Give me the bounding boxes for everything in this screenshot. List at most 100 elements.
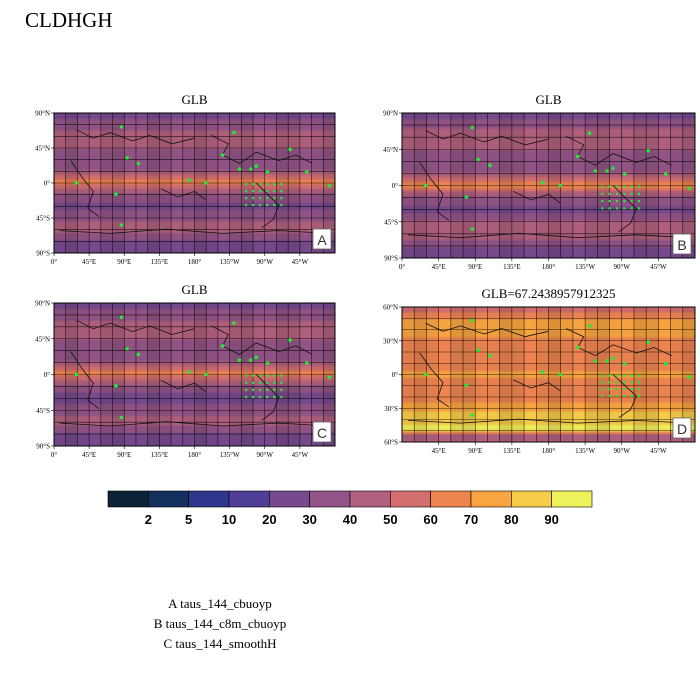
x-tick-label: 135°E (503, 263, 521, 271)
station-marker (615, 394, 619, 397)
station-marker (252, 183, 255, 186)
x-tick-label: 0° (399, 263, 406, 271)
station-marker (266, 183, 269, 186)
station-marker (558, 183, 563, 188)
station-marker (615, 374, 619, 377)
station-marker (266, 374, 269, 377)
x-tick-label: 45°W (650, 447, 667, 455)
x-tick-label: 90°W (614, 263, 631, 271)
station-marker (608, 374, 611, 377)
station-marker (125, 346, 129, 351)
station-marker (608, 388, 611, 391)
station-marker (252, 190, 255, 193)
x-tick-label: 45°E (432, 263, 446, 271)
station-marker (266, 197, 269, 200)
station-marker (623, 185, 626, 188)
station-marker (637, 207, 641, 210)
y-tick-label: 30°S (384, 405, 398, 413)
station-marker (464, 195, 469, 199)
station-marker (327, 375, 332, 380)
station-marker (601, 207, 604, 210)
station-marker (136, 352, 141, 357)
y-tick-label: 60°S (384, 439, 398, 447)
station-marker (601, 185, 604, 188)
colorbar-label: 80 (504, 512, 518, 527)
colorbar-swatch (228, 490, 270, 508)
station-marker (248, 358, 253, 363)
station-marker (601, 200, 604, 203)
x-tick-label: 90°W (257, 258, 274, 266)
y-tick-label: 45°N (35, 335, 50, 343)
colorbar-swatch (430, 490, 472, 508)
station-marker (615, 388, 619, 391)
x-tick-label: 135°W (220, 451, 240, 459)
station-marker (280, 197, 283, 200)
station-marker (254, 164, 259, 168)
station-marker (470, 413, 475, 417)
station-marker (245, 388, 248, 391)
station-marker (252, 388, 255, 391)
station-marker (623, 192, 626, 195)
station-marker (252, 374, 255, 377)
station-marker (273, 190, 276, 193)
x-tick-label: 90°E (117, 451, 131, 459)
y-tick-label: 90°S (36, 443, 50, 451)
station-marker (623, 200, 626, 203)
colorbar-label: 30 (302, 512, 316, 527)
station-marker (252, 381, 255, 384)
station-marker (254, 355, 259, 360)
station-marker (646, 340, 650, 344)
station-marker (605, 169, 609, 173)
coastline (59, 421, 330, 427)
station-marker (687, 375, 691, 380)
station-marker (232, 321, 236, 325)
x-tick-label: 135°E (503, 447, 521, 455)
station-marker (623, 207, 626, 210)
station-marker (623, 394, 626, 397)
station-marker (327, 184, 332, 188)
station-marker (608, 200, 611, 203)
station-marker (540, 180, 545, 185)
station-marker (266, 381, 269, 384)
panel-letter-box (312, 421, 332, 443)
station-marker (623, 374, 626, 377)
station-marker (630, 388, 633, 391)
y-tick-label: 90°N (35, 110, 50, 118)
colorbar-label: 50 (383, 512, 397, 527)
station-marker (470, 318, 475, 323)
colorbar-swatch (349, 490, 391, 508)
station-marker (136, 161, 141, 166)
panel-letter: B (677, 237, 686, 253)
station-marker (245, 190, 248, 193)
station-marker (488, 353, 492, 358)
station-marker (280, 374, 283, 377)
coastline (76, 319, 195, 335)
colorbar-swatch (148, 490, 189, 508)
colorbar-label: 90 (544, 512, 558, 527)
coastline (76, 129, 195, 145)
station-marker (259, 183, 262, 186)
station-marker (305, 361, 309, 365)
station-marker (464, 383, 469, 388)
station-marker (593, 359, 598, 363)
x-tick-label: 90°E (117, 258, 131, 266)
x-tick-label: 90°E (468, 263, 482, 271)
station-marker (259, 395, 262, 399)
x-tick-label: 180° (188, 258, 202, 266)
coastline (160, 379, 206, 393)
station-marker (259, 204, 262, 207)
station-marker (622, 172, 627, 176)
colorbar-swatch (269, 490, 310, 508)
x-tick-label: 45°W (292, 451, 309, 459)
x-tick-label: 90°W (257, 451, 274, 459)
station-marker (576, 154, 580, 159)
station-marker (637, 192, 641, 195)
station-marker (587, 131, 592, 136)
station-marker (187, 178, 191, 182)
x-tick-label: 180° (188, 451, 202, 459)
station-marker (630, 381, 633, 384)
